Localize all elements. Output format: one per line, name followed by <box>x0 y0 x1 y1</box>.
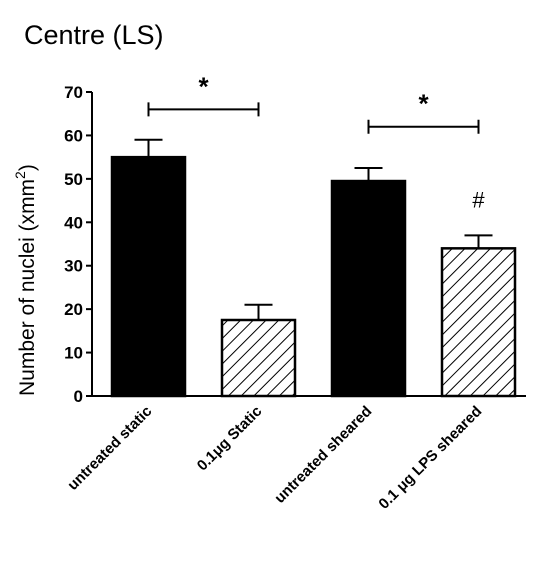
y-axis-label-close: ) <box>16 164 39 171</box>
x-tick-label: untreated sheared <box>271 403 375 507</box>
significance-star: * <box>418 89 429 119</box>
x-tick-label: 0.1μg Static <box>194 403 266 475</box>
y-tick-label: 30 <box>64 257 83 276</box>
y-tick-label: 60 <box>64 126 83 145</box>
y-axis-label-superscript: 2 <box>12 171 28 179</box>
y-axis-label: Number of nuclei (xmm2) <box>12 164 39 396</box>
y-tick-label: 50 <box>64 170 83 189</box>
y-tick-label: 40 <box>64 213 83 232</box>
bar-1 <box>110 155 187 398</box>
y-tick-label: 70 <box>64 83 83 102</box>
bar-2 <box>220 318 297 398</box>
x-tick-label: 0.1 μg LPS sheared <box>375 403 485 513</box>
significance-hash: # <box>472 187 485 212</box>
bar-3 <box>330 179 407 398</box>
y-tick-label: 20 <box>64 300 83 319</box>
plot-area: 0 10 20 30 40 50 60 70 untreated static 0.1μg Sta… <box>64 71 526 513</box>
chart-title: Centre (LS) <box>24 20 164 50</box>
bar-4 <box>440 247 517 398</box>
x-tick-label: untreated static <box>64 403 155 494</box>
y-axis-label-text: Number of nuclei (xmm <box>16 179 39 396</box>
y-tick-label: 10 <box>64 344 83 363</box>
significance-star: * <box>198 71 209 101</box>
y-tick-label: 0 <box>74 387 83 406</box>
